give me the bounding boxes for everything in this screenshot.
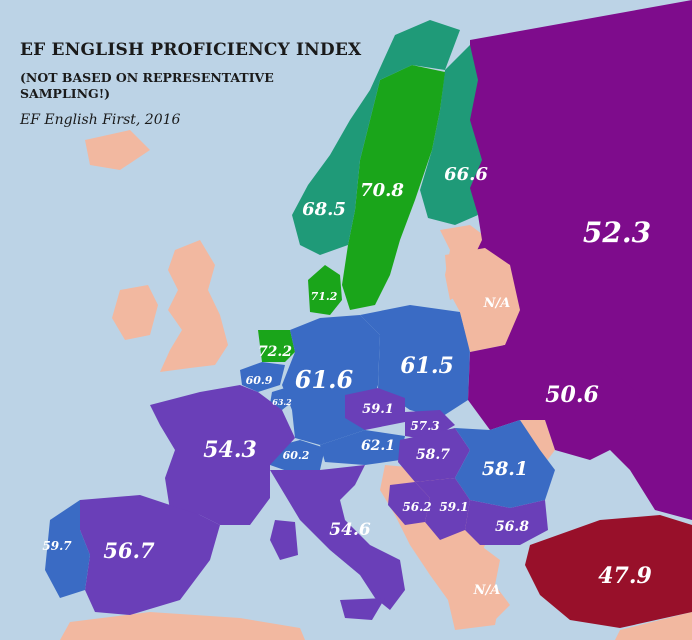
- label-czech: 59.1: [362, 402, 394, 417]
- land-moldova: [520, 420, 555, 470]
- label-germany: 61.6: [295, 365, 354, 394]
- country-france[interactable]: [150, 385, 295, 525]
- label-belarus: N/A: [483, 296, 511, 311]
- country-czech[interactable]: [345, 388, 405, 430]
- country-poland[interactable]: [360, 305, 470, 418]
- title-block: EF ENGLISH PROFICIENCY INDEX (NOT BASED …: [20, 40, 361, 128]
- label-russia: 52.3: [583, 216, 651, 249]
- label-greece: N/A: [473, 583, 501, 598]
- country-italy[interactable]: [270, 465, 405, 610]
- map-subtitle: (NOT BASED ON REPRESENTATIVE SAMPLING!): [20, 70, 274, 101]
- country-russia[interactable]: [465, 0, 692, 520]
- country-finland[interactable]: [420, 45, 482, 225]
- label-poland: 61.5: [400, 353, 454, 379]
- label-luxembourg: 63.2: [272, 397, 292, 407]
- map-source: EF English First, 2016: [20, 112, 181, 128]
- label-ukraine: 50.6: [545, 382, 599, 408]
- label-norway: 68.5: [302, 199, 346, 220]
- country-belarus[interactable]: [445, 248, 520, 352]
- label-bulgaria: 56.8: [495, 519, 529, 535]
- country-serbia[interactable]: [415, 478, 470, 540]
- label-france: 54.3: [203, 437, 257, 463]
- country-sicily[interactable]: [340, 598, 385, 620]
- country-portugal[interactable]: [45, 500, 90, 598]
- country-sardinia[interactable]: [270, 520, 298, 560]
- land-north-africa: [60, 612, 305, 640]
- label-sweden: 70.8: [360, 180, 404, 201]
- label-croatia: 56.2: [402, 500, 431, 514]
- label-belgium: 60.9: [246, 374, 273, 387]
- land-iceland: [85, 130, 150, 170]
- country-bulgaria[interactable]: [465, 500, 548, 545]
- country-greece[interactable]: [440, 545, 510, 625]
- country-belgium[interactable]: [240, 362, 285, 392]
- label-portugal: 59.7: [42, 539, 72, 553]
- label-turkey: 47.9: [598, 563, 652, 589]
- label-denmark: 71.2: [311, 290, 338, 303]
- country-sweden[interactable]: [342, 65, 445, 310]
- country-turkey[interactable]: [525, 515, 692, 628]
- label-serbia: 59.1: [439, 500, 468, 514]
- country-austria[interactable]: [320, 430, 405, 465]
- label-finland: 66.6: [444, 164, 488, 185]
- country-romania[interactable]: [455, 420, 555, 508]
- label-spain: 56.7: [103, 538, 155, 563]
- map-title: EF ENGLISH PROFICIENCY INDEX: [20, 40, 362, 60]
- country-ukraine[interactable]: [468, 335, 640, 460]
- country-hungary[interactable]: [398, 428, 470, 482]
- label-italy: 54.6: [329, 520, 371, 540]
- country-spain[interactable]: [80, 495, 220, 615]
- label-austria: 62.1: [361, 438, 395, 454]
- country-denmark[interactable]: [308, 265, 342, 315]
- label-romania: 58.1: [482, 458, 528, 480]
- land-ireland: [112, 285, 158, 340]
- label-slovakia: 57.3: [410, 419, 439, 433]
- label-hungary: 58.7: [416, 447, 450, 463]
- country-netherlands[interactable]: [258, 330, 295, 362]
- land-uk: [160, 240, 228, 372]
- country-croatia[interactable]: [388, 482, 430, 525]
- label-switzerland: 60.2: [283, 449, 310, 462]
- land-cyprus-middle-east: [615, 612, 692, 640]
- country-norway[interactable]: [292, 20, 460, 255]
- label-netherlands: 72.2: [258, 344, 292, 360]
